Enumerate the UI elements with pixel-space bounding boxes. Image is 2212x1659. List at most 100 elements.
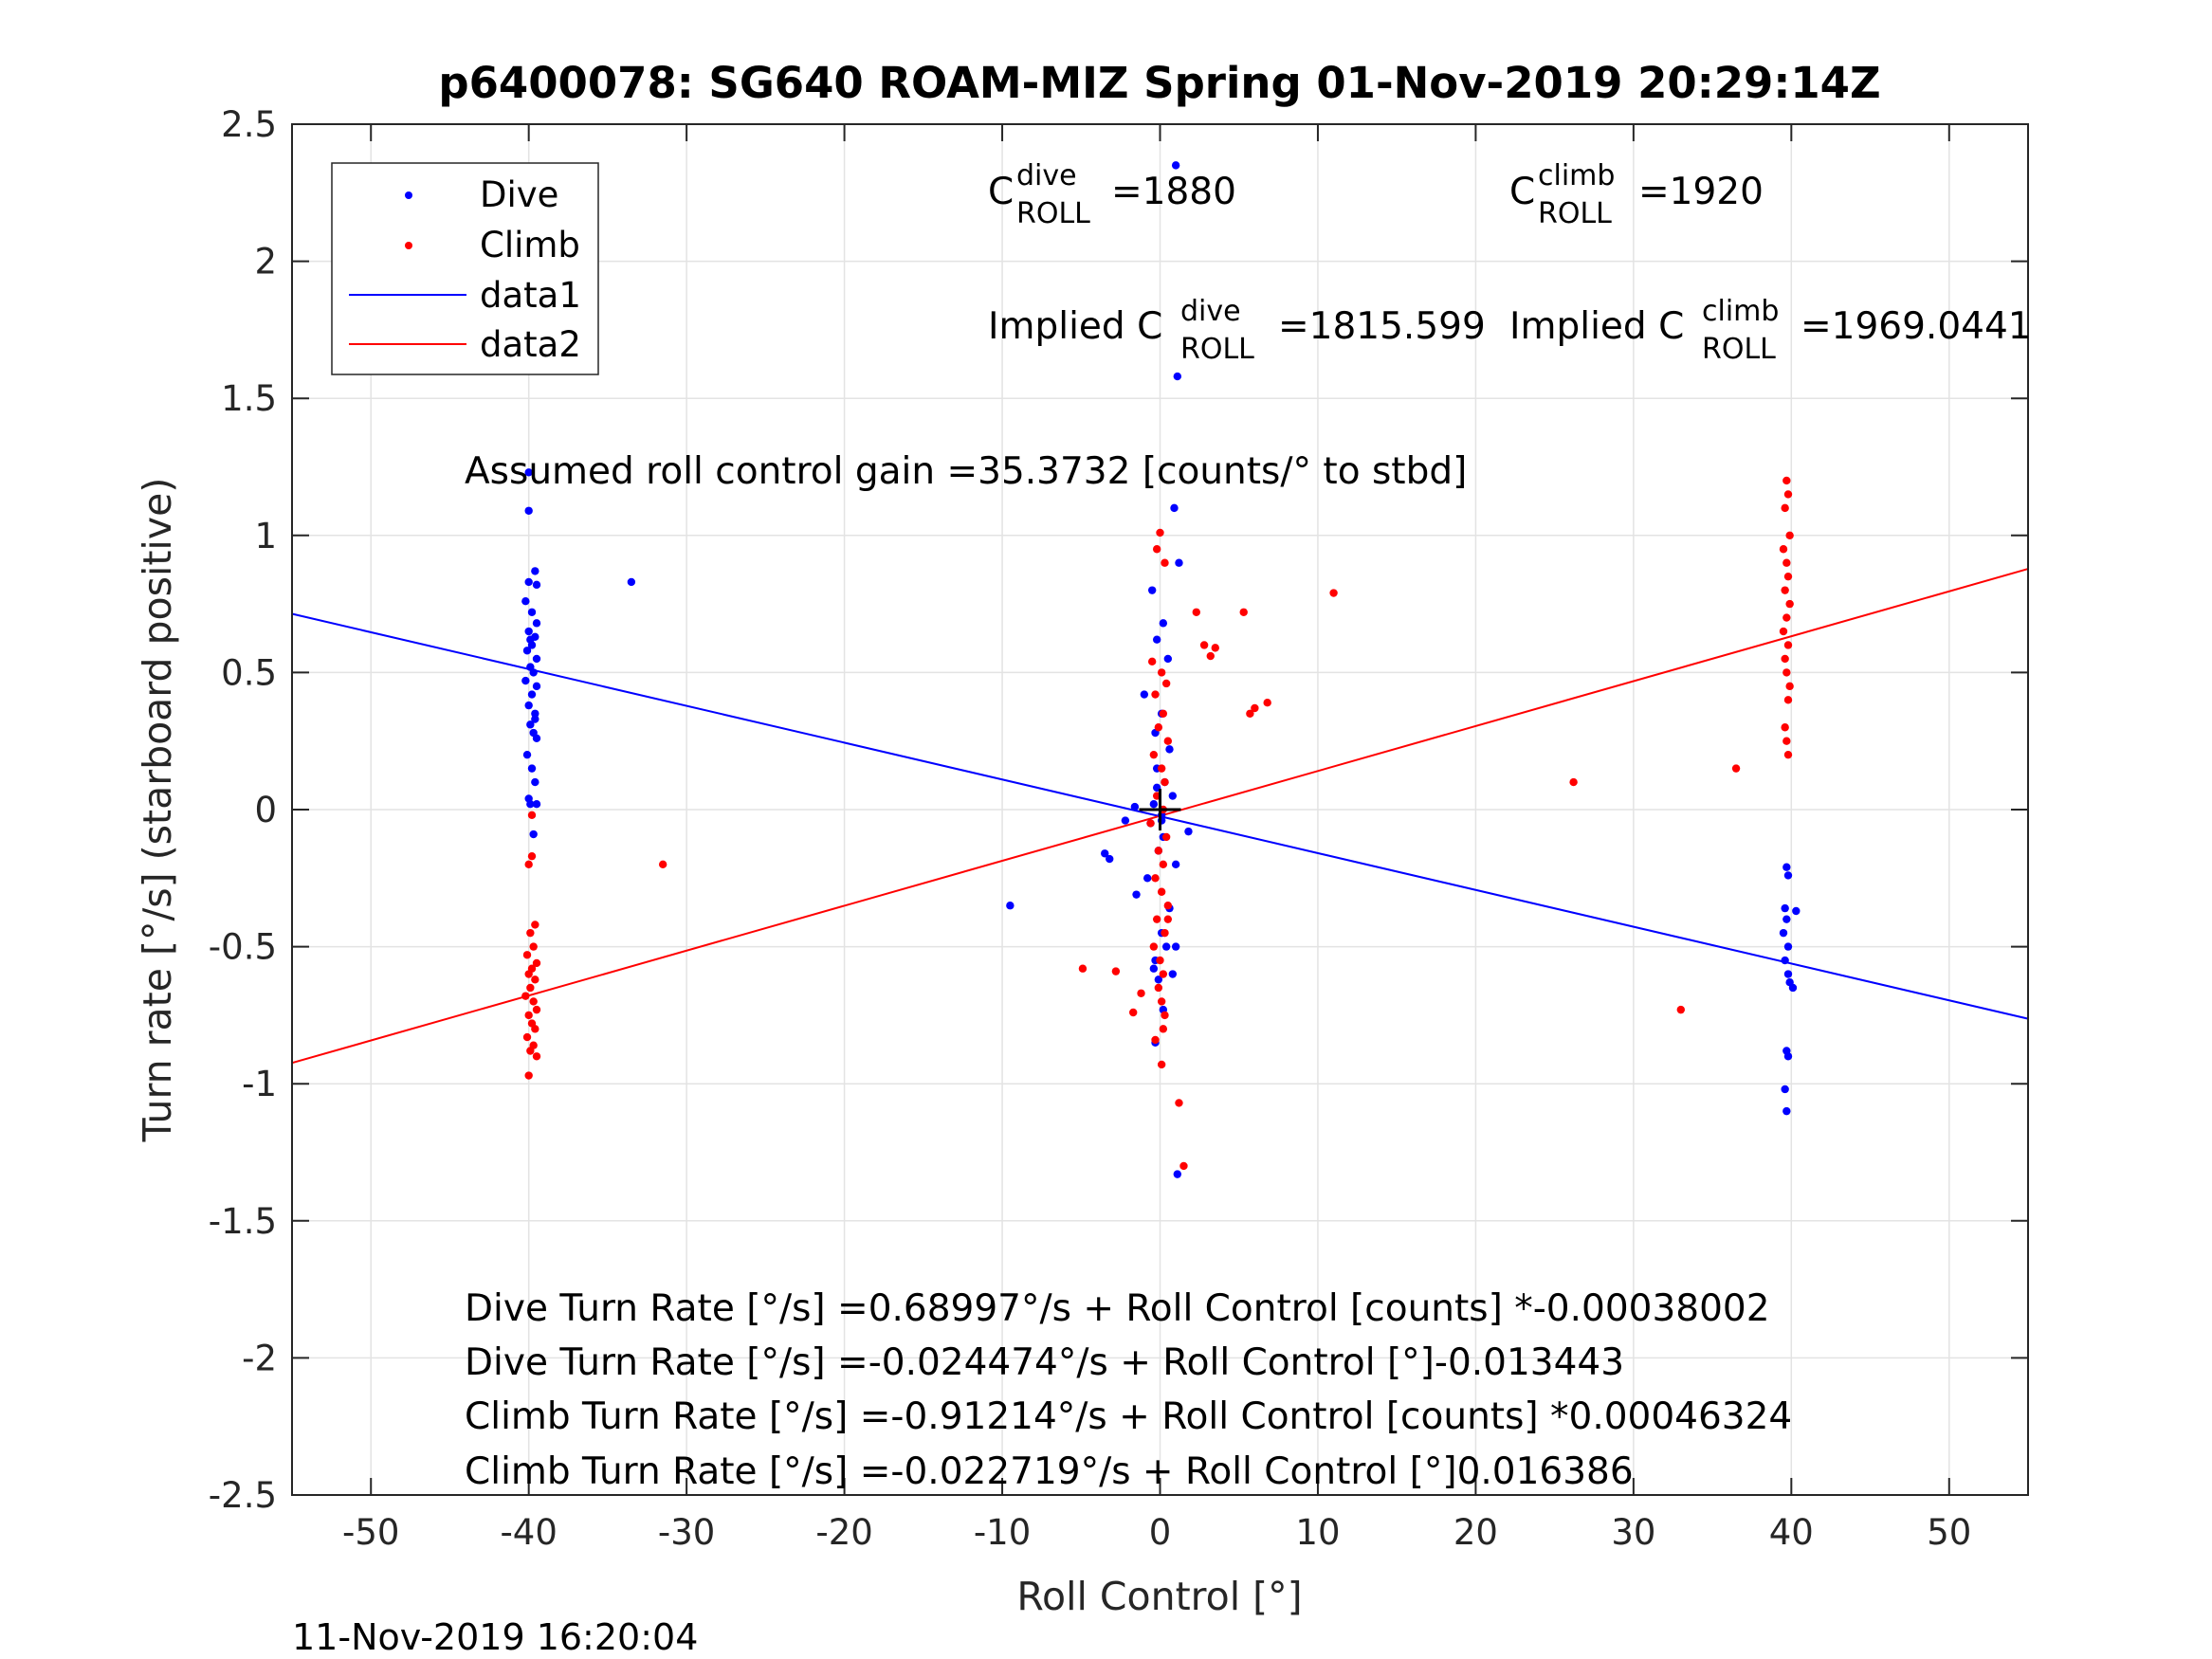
dive-point (531, 715, 539, 723)
climb-point (1149, 750, 1159, 759)
scatter-points (521, 161, 1801, 1178)
climb-point (1156, 956, 1164, 965)
climb-point (1783, 750, 1793, 759)
dive-point (521, 597, 530, 606)
chart-title: p6400078: SG640 ROAM-MIZ Spring 01-Nov-2… (438, 58, 1880, 108)
y-tick-label: 0.5 (221, 652, 277, 693)
dive-point (521, 676, 530, 685)
climb-point (1137, 989, 1145, 997)
origin-crosshair (1139, 789, 1181, 830)
climb-point (521, 992, 530, 1000)
x-tick-label: -10 (974, 1512, 1031, 1553)
legend-climb-marker (405, 242, 412, 249)
dive-point (1149, 964, 1159, 973)
dive-point (1173, 1170, 1182, 1178)
climb-point (1779, 627, 1788, 636)
climb-point (1146, 819, 1155, 828)
climb-point (1179, 1161, 1188, 1171)
c-dive-value: =1880 (1111, 171, 1236, 213)
climb-point (531, 921, 539, 929)
implied-dive-sup: dive (1180, 295, 1241, 328)
climb-point (1731, 764, 1741, 773)
climb-point (1781, 654, 1789, 664)
climb-point (1783, 572, 1793, 581)
dive-point (1175, 558, 1183, 567)
dive-point (1154, 975, 1163, 984)
dive-point (1779, 928, 1788, 938)
climb-point (1783, 641, 1793, 649)
dive-point (1781, 1085, 1789, 1094)
x-tick-label: 40 (1769, 1512, 1814, 1553)
y-tick-label: 2 (254, 242, 277, 283)
climb-point (658, 860, 667, 869)
climb-point (1782, 613, 1791, 622)
climb-point (1163, 902, 1173, 910)
c-climb-sup: climb (1538, 159, 1615, 192)
y-tick-label: -2 (242, 1338, 277, 1378)
tick-marks (292, 123, 2028, 1496)
c-dive-sub: ROLL (1016, 197, 1090, 230)
x-tick-label: 30 (1611, 1512, 1655, 1553)
climb-point (522, 951, 532, 959)
climb-point (1157, 668, 1166, 677)
climb-point (1147, 657, 1157, 666)
climb-point (524, 1071, 533, 1080)
climb-point (527, 811, 537, 819)
dive-point (522, 750, 532, 759)
dive-point (532, 619, 541, 628)
dive-point (627, 577, 636, 587)
c-roll-climb-annotation: C climb ROLL =1920 (1509, 159, 1764, 230)
c-roll-dive-annotation: C dive ROLL =1880 (988, 159, 1236, 230)
dive-point (531, 777, 539, 787)
climb-point (1154, 847, 1163, 855)
climb-point (1161, 832, 1171, 842)
dive-point (531, 567, 539, 575)
y-tick-label: 1 (254, 516, 277, 556)
climb-point (524, 1011, 533, 1020)
climb-point (1161, 928, 1169, 938)
climb-point (532, 1052, 541, 1061)
x-tick-label: -40 (500, 1512, 557, 1553)
dive-point (524, 468, 533, 477)
legend-data2-label: data2 (480, 324, 581, 365)
dive-point (531, 709, 539, 718)
dive-point (1152, 635, 1161, 644)
dive-point (524, 794, 533, 803)
x-tick-label: -20 (815, 1512, 872, 1553)
dive-point (1782, 863, 1791, 871)
climb-point (1163, 737, 1173, 745)
dive-point (529, 830, 538, 839)
climb-point (1192, 608, 1200, 616)
equation-climb-degrees: Climb Turn Rate [°/s] =-0.022719°/s + Ro… (465, 1450, 1634, 1493)
dive-point (1792, 906, 1801, 916)
dive-point (1173, 372, 1182, 381)
climb-point (526, 928, 535, 938)
dive-point (527, 690, 537, 699)
legend-climb-label: Climb (480, 225, 580, 265)
x-tick-label: -50 (342, 1512, 399, 1553)
equation-dive-degrees: Dive Turn Rate [°/s] =-0.024474°/s + Rol… (465, 1341, 1624, 1384)
climb-point (1154, 983, 1163, 993)
dive-point (1168, 970, 1178, 978)
dive-point (1783, 942, 1793, 951)
dive-point (532, 682, 541, 691)
x-tick-label: 20 (1453, 1512, 1498, 1553)
dive-point (1783, 1052, 1793, 1061)
dive-point (526, 720, 535, 729)
climb-point (1149, 942, 1159, 951)
implied-climb-annotation: Implied C climb ROLL =1969.0441 (1509, 295, 2032, 366)
x-axis-label: Roll Control [°] (1016, 1574, 1302, 1619)
climb-point (1159, 970, 1168, 978)
dive-point (1147, 586, 1157, 594)
climb-point (1785, 682, 1794, 691)
climb-point (1161, 558, 1169, 567)
dive-point (527, 764, 537, 773)
climb-point (1156, 528, 1164, 538)
dive-point (1184, 827, 1193, 836)
dive-point (532, 654, 541, 664)
tick-labels: -50 -40 -30 -20 -10 0 10 20 30 40 50 2.5 2 1.5 1 0.5 0 -0… (209, 104, 1972, 1553)
climb-point (1175, 1099, 1183, 1107)
climb-point (1159, 1025, 1168, 1033)
y-tick-label: 0 (254, 790, 277, 830)
